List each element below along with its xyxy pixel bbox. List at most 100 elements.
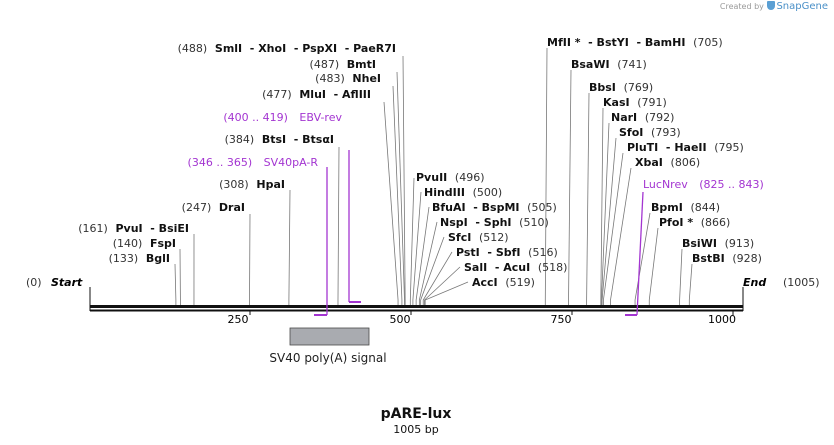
- site-labels: (488) SmlI - XhoI - PspXI - PaeR7I (487) …: [78, 36, 762, 289]
- site-position: (793): [651, 126, 681, 139]
- site-position: (505): [527, 201, 557, 214]
- site-connector: [544, 47, 548, 305]
- restriction-site-label[interactable]: (140) FspI: [113, 237, 176, 250]
- enzyme-names: BstBI: [692, 252, 732, 265]
- enzyme-names: SfoI: [619, 126, 651, 139]
- enzyme-names: MluI - AflIII: [292, 88, 371, 101]
- tick-label-1000: 1000: [708, 313, 736, 326]
- site-connector: [424, 266, 461, 305]
- primer-ebv-rev[interactable]: (400 .. 419) EBV-rev: [223, 111, 361, 303]
- site-position: (140): [113, 237, 143, 250]
- tick-label-750: 750: [551, 313, 572, 326]
- site-position: (769): [624, 81, 654, 94]
- restriction-site-label[interactable]: BsaWI (741): [571, 58, 647, 71]
- restriction-site-label[interactable]: AccI (519): [472, 276, 535, 289]
- credit-text: Created by: [719, 2, 764, 11]
- restriction-site-label[interactable]: MfII * - BstYI - BamHI (705): [547, 36, 723, 49]
- site-connector: [420, 236, 445, 305]
- restriction-site-label[interactable]: NarI (792): [611, 111, 674, 124]
- primers: (400 .. 419) EBV-rev (346 .. 365) SV40pA…: [188, 111, 764, 316]
- restriction-site-label[interactable]: BfuAI - BspMI (505): [432, 201, 557, 214]
- site-position: (496): [455, 171, 485, 184]
- site-connector: [412, 191, 422, 305]
- enzyme-names: NheI: [345, 72, 381, 85]
- restriction-site-label[interactable]: BstBI (928): [692, 252, 762, 265]
- restriction-site-label[interactable]: NspI - SphI (510): [440, 216, 549, 229]
- site-position: (792): [645, 111, 675, 124]
- restriction-site-label[interactable]: PluTI - HaeII (795): [627, 141, 744, 154]
- site-position: (741): [617, 58, 647, 71]
- site-position: (791): [637, 96, 667, 109]
- site-connector: [610, 167, 632, 305]
- restriction-site-label[interactable]: (247) DraI: [182, 201, 245, 214]
- site-position: (488): [178, 42, 208, 55]
- enzyme-names: PluTI - HaeII: [627, 141, 714, 154]
- snapgene-logo-icon: [767, 1, 776, 10]
- site-connector: [634, 212, 651, 305]
- site-connector: [648, 227, 659, 305]
- site-position: (477): [262, 88, 292, 101]
- site-position: (806): [671, 156, 701, 169]
- restriction-site-label[interactable]: HindIII (500): [424, 186, 502, 199]
- backbone: [89, 287, 744, 312]
- site-connector: [422, 251, 453, 305]
- site-position: (510): [519, 216, 549, 229]
- primer-lucnrev[interactable]: LucNrev (825 .. 843): [625, 178, 764, 316]
- site-position: (913): [725, 237, 755, 250]
- restriction-site-label[interactable]: SalI - AcuI (518): [464, 261, 567, 274]
- primer-name: SV40pA-R: [264, 156, 319, 169]
- restriction-site-label[interactable]: (488) SmlI - XhoI - PspXI - PaeR7I: [178, 42, 396, 55]
- enzyme-names: BbsI: [589, 81, 624, 94]
- start-label: Start: [51, 276, 83, 289]
- start-position: (0): [26, 276, 42, 289]
- primer-name: LucNrev: [643, 178, 688, 191]
- restriction-site-label[interactable]: (477) MluI - AflIII: [262, 88, 371, 101]
- primer-label-sv40pa-r: (346 .. 365) SV40pA-R: [188, 156, 319, 169]
- site-position: (483): [315, 72, 345, 85]
- restriction-site-label[interactable]: (308) HpaI: [219, 178, 285, 191]
- site-connector: [688, 263, 693, 305]
- site-connector: [402, 55, 406, 305]
- primer-sv40pa-r[interactable]: (346 .. 365) SV40pA-R: [188, 156, 328, 316]
- restriction-site-label[interactable]: (161) PvuI - BsiEI: [78, 222, 189, 235]
- restriction-site-label[interactable]: (133) BglI: [109, 252, 170, 265]
- site-position: (795): [714, 141, 744, 154]
- restriction-site-label[interactable]: BsiWI (913): [682, 237, 754, 250]
- site-connector: [586, 92, 590, 305]
- site-connector-lines: [174, 47, 693, 305]
- enzyme-names: BmtI: [339, 58, 376, 71]
- site-position: (247): [182, 201, 212, 214]
- restriction-site-label[interactable]: SfoI (793): [619, 126, 681, 139]
- restriction-site-label[interactable]: PvuII (496): [416, 171, 485, 184]
- enzyme-names: PvuII: [416, 171, 455, 184]
- site-position: (161): [78, 222, 108, 235]
- site-position: (512): [479, 231, 509, 244]
- enzyme-names: PvuI - BsiEI: [108, 222, 189, 235]
- restriction-site-label[interactable]: (483) NheI: [315, 72, 381, 85]
- restriction-site-label[interactable]: XbaI (806): [635, 156, 700, 169]
- feature-label: SV40 poly(A) signal: [269, 351, 386, 365]
- site-position: (518): [538, 261, 568, 274]
- feature-sv40-polya[interactable]: [289, 327, 370, 346]
- enzyme-names: SmlI - XhoI - PspXI - PaeR7I: [207, 42, 396, 55]
- primer-label-ebv-rev: (400 .. 419) EBV-rev: [223, 111, 342, 124]
- restriction-site-label[interactable]: BbsI (769): [589, 81, 653, 94]
- enzyme-names: SalI - AcuI: [464, 261, 538, 274]
- restriction-site-label[interactable]: PstI - SbfI (516): [456, 246, 558, 259]
- restriction-site-label[interactable]: (487) BmtI: [310, 58, 376, 71]
- site-connector: [568, 69, 572, 305]
- enzyme-names: DraI: [211, 201, 245, 214]
- primer-label-lucnrev: LucNrev (825 .. 843): [643, 178, 764, 191]
- site-position: (384): [225, 133, 255, 146]
- site-position: (516): [528, 246, 558, 259]
- primer-range: (400 .. 419): [223, 111, 288, 124]
- restriction-site-label[interactable]: PfoI * (866): [659, 216, 730, 229]
- restriction-site-label[interactable]: KasI (791): [603, 96, 667, 109]
- restriction-site-label[interactable]: SfcI (512): [448, 231, 509, 244]
- enzyme-names: BsaWI: [571, 58, 617, 71]
- restriction-site-label[interactable]: (384) BtsI - BtsαI: [225, 133, 334, 146]
- restriction-site-label[interactable]: BpmI (844): [651, 201, 720, 214]
- site-position: (844): [690, 201, 720, 214]
- site-position: (487): [310, 58, 340, 71]
- site-connector: [392, 85, 403, 305]
